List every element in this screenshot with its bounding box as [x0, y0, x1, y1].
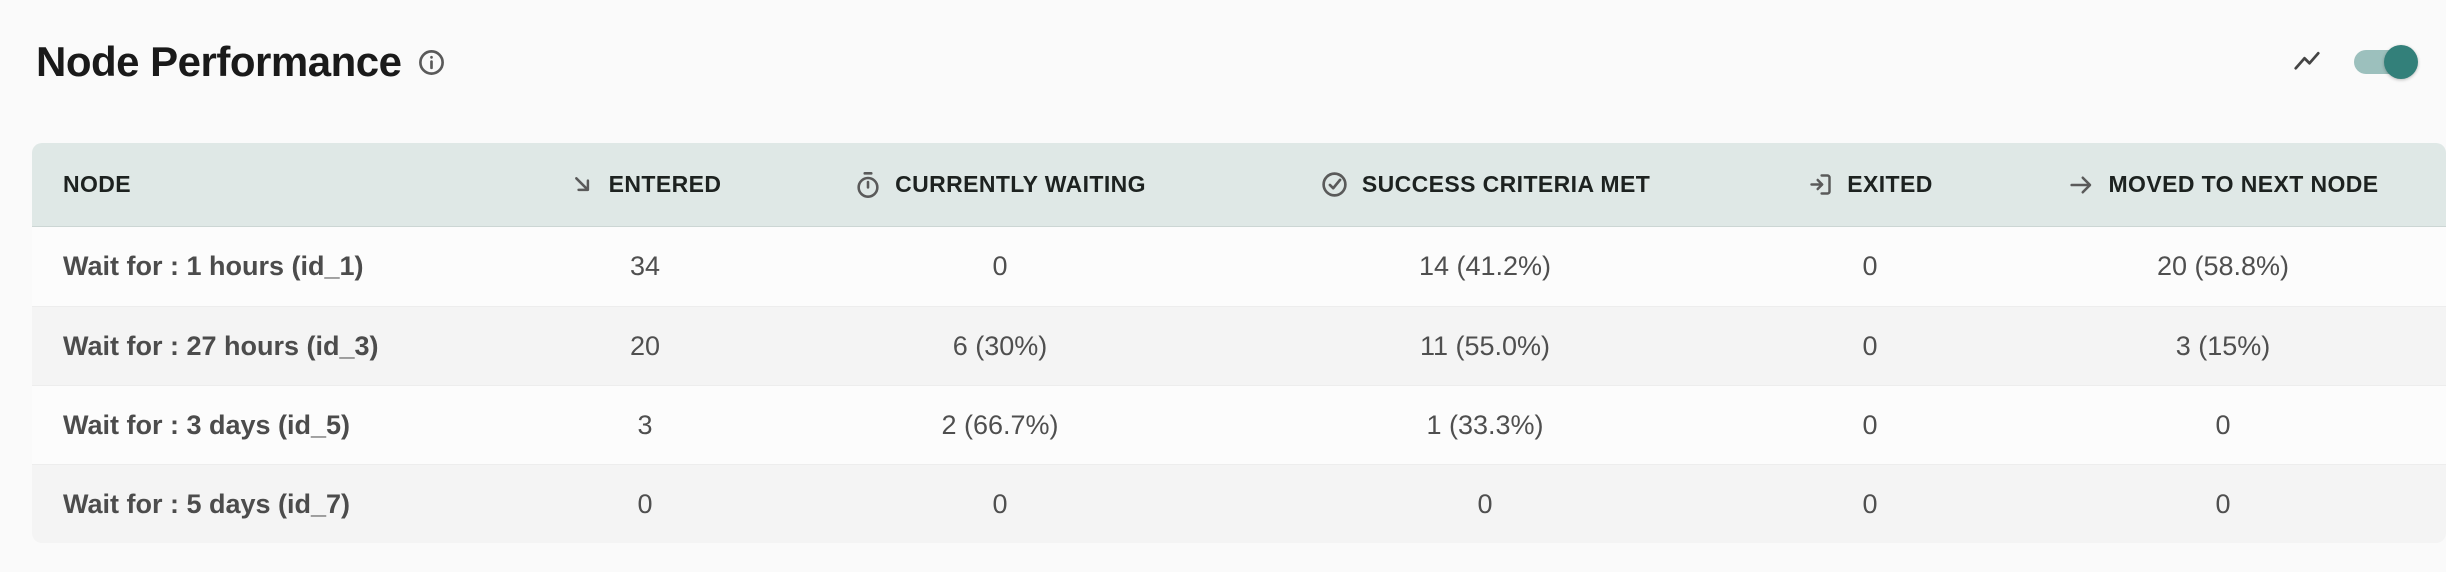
- exited-cell: 0: [1862, 330, 1878, 361]
- trend-line-icon: [2294, 51, 2320, 70]
- moved-to-next-node-cell: 0: [2215, 488, 2231, 519]
- chart-view-toggle[interactable]: [2354, 45, 2418, 79]
- column-label: EXITED: [1847, 171, 1933, 197]
- column-header-currently-waiting: CURRENTLY WAITING: [770, 171, 1230, 199]
- success-criteria-met-cell: 0: [1477, 488, 1493, 519]
- info-icon[interactable]: [417, 48, 446, 77]
- column-header-moved-to-next-node: MOVED TO NEXT NODE: [2000, 171, 2446, 199]
- currently-waiting-cell: 2 (66.7%): [941, 409, 1059, 440]
- entered-cell: 34: [629, 251, 661, 281]
- table-row: Wait for : 3 days (id_5) 3 2 (66.7%) 1 (…: [32, 385, 2446, 464]
- title-group: Node Performance: [36, 38, 446, 86]
- entered-cell: 0: [637, 488, 653, 519]
- node-name-cell: Wait for : 27 hours (id_3): [63, 330, 379, 361]
- stopwatch-icon: [857, 171, 879, 198]
- table-row: Wait for : 27 hours (id_3) 20 6 (30%) 11…: [32, 306, 2446, 385]
- page-title: Node Performance: [36, 38, 402, 85]
- success-criteria-met-cell: 11 (55.0%): [1419, 330, 1551, 361]
- table-row: Wait for : 1 hours (id_1) 34 0 14 (41.2%…: [32, 227, 2446, 306]
- node-performance-table: NODE ENTERED CURRENTLY WAITING SUCCESS C…: [32, 143, 2446, 543]
- topbar: Node Performance: [0, 0, 2446, 92]
- exited-cell: 0: [1862, 488, 1878, 519]
- column-label: ENTERED: [608, 171, 722, 197]
- node-name-cell: Wait for : 1 hours (id_1): [63, 251, 364, 281]
- column-label: MOVED TO NEXT NODE: [2108, 171, 2379, 197]
- column-label: CURRENTLY WAITING: [895, 171, 1146, 197]
- moved-to-next-node-cell: 0: [2215, 409, 2231, 440]
- exit-icon: [1810, 174, 1831, 195]
- check-circle-icon: [1322, 172, 1347, 197]
- arrow-right-icon: [2070, 175, 2092, 194]
- arrow-down-right-icon: [574, 177, 589, 192]
- column-label: NODE: [63, 171, 132, 197]
- currently-waiting-cell: 0: [992, 251, 1008, 281]
- node-name-cell: Wait for : 5 days (id_7): [63, 488, 351, 519]
- exited-cell: 0: [1862, 409, 1878, 440]
- entered-cell: 3: [637, 409, 653, 440]
- moved-to-next-node-cell: 20 (58.8%): [2156, 251, 2290, 281]
- column-header-success-criteria-met: SUCCESS CRITERIA MET: [1230, 170, 1740, 199]
- toggle-knob: [2384, 45, 2418, 79]
- exited-cell: 0: [1862, 251, 1878, 281]
- table-header-row: NODE ENTERED CURRENTLY WAITING SUCCESS C…: [32, 143, 2446, 227]
- chart-toggle-controls: [2290, 45, 2422, 79]
- column-header-entered: ENTERED: [520, 171, 770, 198]
- entered-cell: 20: [629, 330, 661, 361]
- column-label: SUCCESS CRITERIA MET: [1361, 171, 1651, 197]
- success-criteria-met-cell: 14 (41.2%): [1418, 251, 1552, 281]
- moved-to-next-node-cell: 3 (15%): [2175, 330, 2271, 361]
- currently-waiting-cell: 6 (30%): [952, 330, 1048, 361]
- table-row: Wait for : 5 days (id_7) 0 0 0 0 0: [32, 464, 2446, 543]
- column-header-node: NODE: [32, 171, 520, 198]
- node-name-cell: Wait for : 3 days (id_5): [63, 409, 351, 440]
- currently-waiting-cell: 0: [992, 488, 1008, 519]
- success-criteria-met-cell: 1 (33.3%): [1426, 409, 1544, 440]
- column-header-exited: EXITED: [1740, 171, 2000, 198]
